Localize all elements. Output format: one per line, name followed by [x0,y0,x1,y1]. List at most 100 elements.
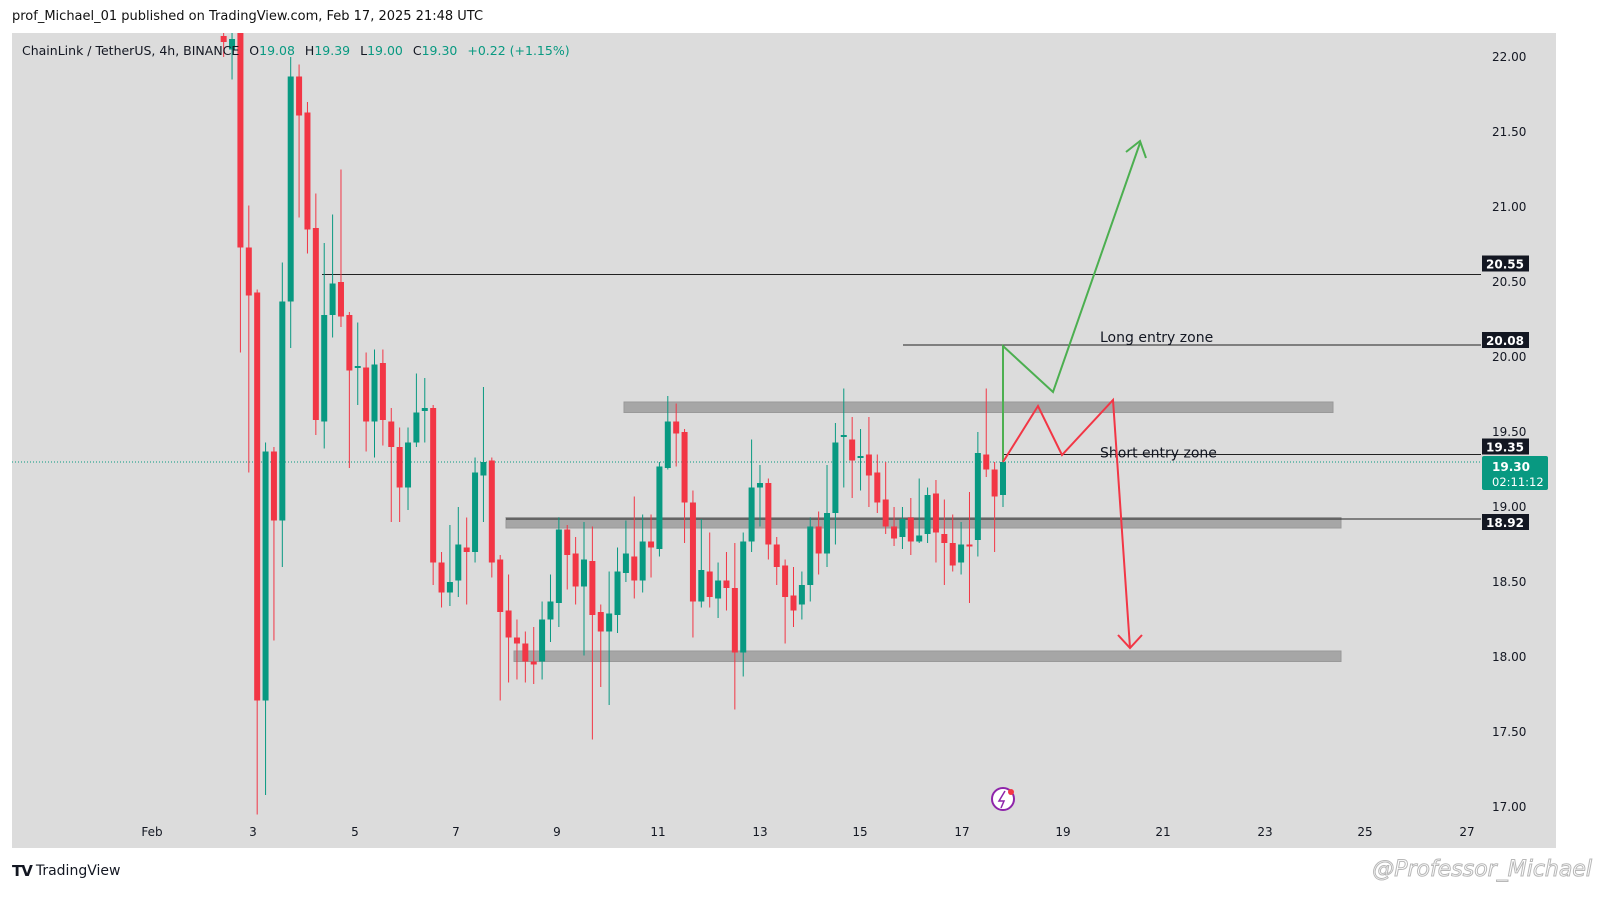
price-axis-tick: 17.50 [1492,725,1526,739]
candle-body[interactable] [765,483,772,545]
candle-body[interactable] [932,493,939,533]
candle-body[interactable] [1000,462,1006,495]
candle-body[interactable] [849,439,856,461]
candle-body[interactable] [689,502,696,602]
candle-body[interactable] [245,247,252,296]
candle-body[interactable] [756,483,763,488]
candle-body[interactable] [907,517,914,542]
candle-body[interactable] [480,462,487,476]
candle-body[interactable] [539,619,546,662]
candle-body[interactable] [229,39,236,50]
candle-body[interactable] [220,36,227,42]
candle-body[interactable] [522,643,529,662]
candle-body[interactable] [237,33,244,248]
candle-body[interactable] [413,412,420,443]
candle-body[interactable] [564,529,571,556]
candle-body[interactable] [715,580,722,599]
candle-body[interactable] [748,487,755,542]
candle-body[interactable] [857,456,864,458]
candle-body[interactable] [530,661,537,665]
candle-body[interactable] [740,541,747,653]
candle-body[interactable] [421,408,428,411]
tradingview-logo[interactable]: TV TradingView [12,862,120,880]
candle-body[interactable] [916,535,923,542]
candle-body[interactable] [648,541,655,548]
candle-body[interactable] [681,432,688,503]
candle-body[interactable] [874,472,881,503]
candle-body[interactable] [513,637,520,644]
candle-body[interactable] [941,534,948,543]
candle-body[interactable] [254,292,261,701]
candle-body[interactable] [731,588,738,653]
candle-body[interactable] [882,499,889,527]
candle-body[interactable] [497,559,504,613]
candle-body[interactable] [949,543,956,566]
candle-body[interactable] [966,544,973,547]
candle-body[interactable] [438,562,445,593]
candle-body[interactable] [430,408,437,563]
candle-body[interactable] [581,559,587,587]
candle-body[interactable] [287,76,294,302]
candle-body[interactable] [698,570,705,602]
candle-body[interactable] [991,469,998,497]
candle-body[interactable] [958,544,965,563]
candle-body[interactable] [505,610,512,638]
candlestick-chart[interactable]: 22.00 21.50 21.00 20.50 20.00 19.50 19.00 18.50… [12,33,1556,848]
candle-body[interactable] [622,553,629,574]
candle-body[interactable] [899,519,906,537]
candle-body[interactable] [337,282,344,317]
candle-body[interactable] [388,421,395,448]
candle-body[interactable] [455,544,462,581]
candle-body[interactable] [664,421,671,469]
candle-body[interactable] [706,571,713,598]
candle-body[interactable] [589,561,596,615]
candle-body[interactable] [354,366,361,368]
candle-body[interactable] [773,544,780,568]
candle-body[interactable] [798,585,805,605]
symbol-title[interactable]: ChainLink / TetherUS, 4h, BINANCE [22,43,240,58]
candle-body[interactable] [405,442,412,488]
low-value: 19.00 [367,43,403,58]
candle-body[interactable] [824,513,831,554]
chart-panel[interactable]: 22.00 21.50 21.00 20.50 20.00 19.50 19.00 18.50… [12,33,1556,848]
candle-body[interactable] [270,451,277,521]
candle-body[interactable] [723,580,730,589]
candle-body[interactable] [673,421,680,434]
candle-body[interactable] [631,556,638,581]
candle-body[interactable] [782,565,789,598]
candle-body[interactable] [472,472,479,553]
candle-body[interactable] [363,367,370,422]
candle-body[interactable] [446,582,453,593]
candle-body[interactable] [807,526,814,586]
candle-body[interactable] [379,363,386,420]
candle-body[interactable] [924,495,931,534]
candle-body[interactable] [396,447,403,488]
candle-body[interactable] [346,315,353,371]
candle-body[interactable] [614,571,621,616]
candle-body[interactable] [606,613,613,632]
candle-body[interactable] [312,228,319,420]
candle-body[interactable] [656,466,663,550]
candle-body[interactable] [463,547,470,553]
candle-body[interactable] [790,595,797,611]
candle-body[interactable] [832,442,839,514]
candle-body[interactable] [639,541,646,581]
candle-body[interactable] [983,454,990,470]
candle-body[interactable] [815,526,822,554]
candle-body[interactable] [572,553,579,587]
candle-body[interactable] [321,315,328,422]
candle-body[interactable] [262,451,269,701]
candle-body[interactable] [329,283,336,316]
candle-body[interactable] [555,529,562,604]
candle-body[interactable] [279,301,286,521]
candle-body[interactable] [488,460,495,563]
candle-body[interactable] [974,453,981,540]
candle-body[interactable] [865,454,872,476]
candle-body[interactable] [371,364,378,422]
candle-body[interactable] [840,435,847,437]
candle-body[interactable] [296,76,303,116]
candle-body[interactable] [547,601,554,620]
candle-body[interactable] [891,526,898,539]
candle-body[interactable] [597,612,604,632]
candle-body[interactable] [304,112,311,230]
